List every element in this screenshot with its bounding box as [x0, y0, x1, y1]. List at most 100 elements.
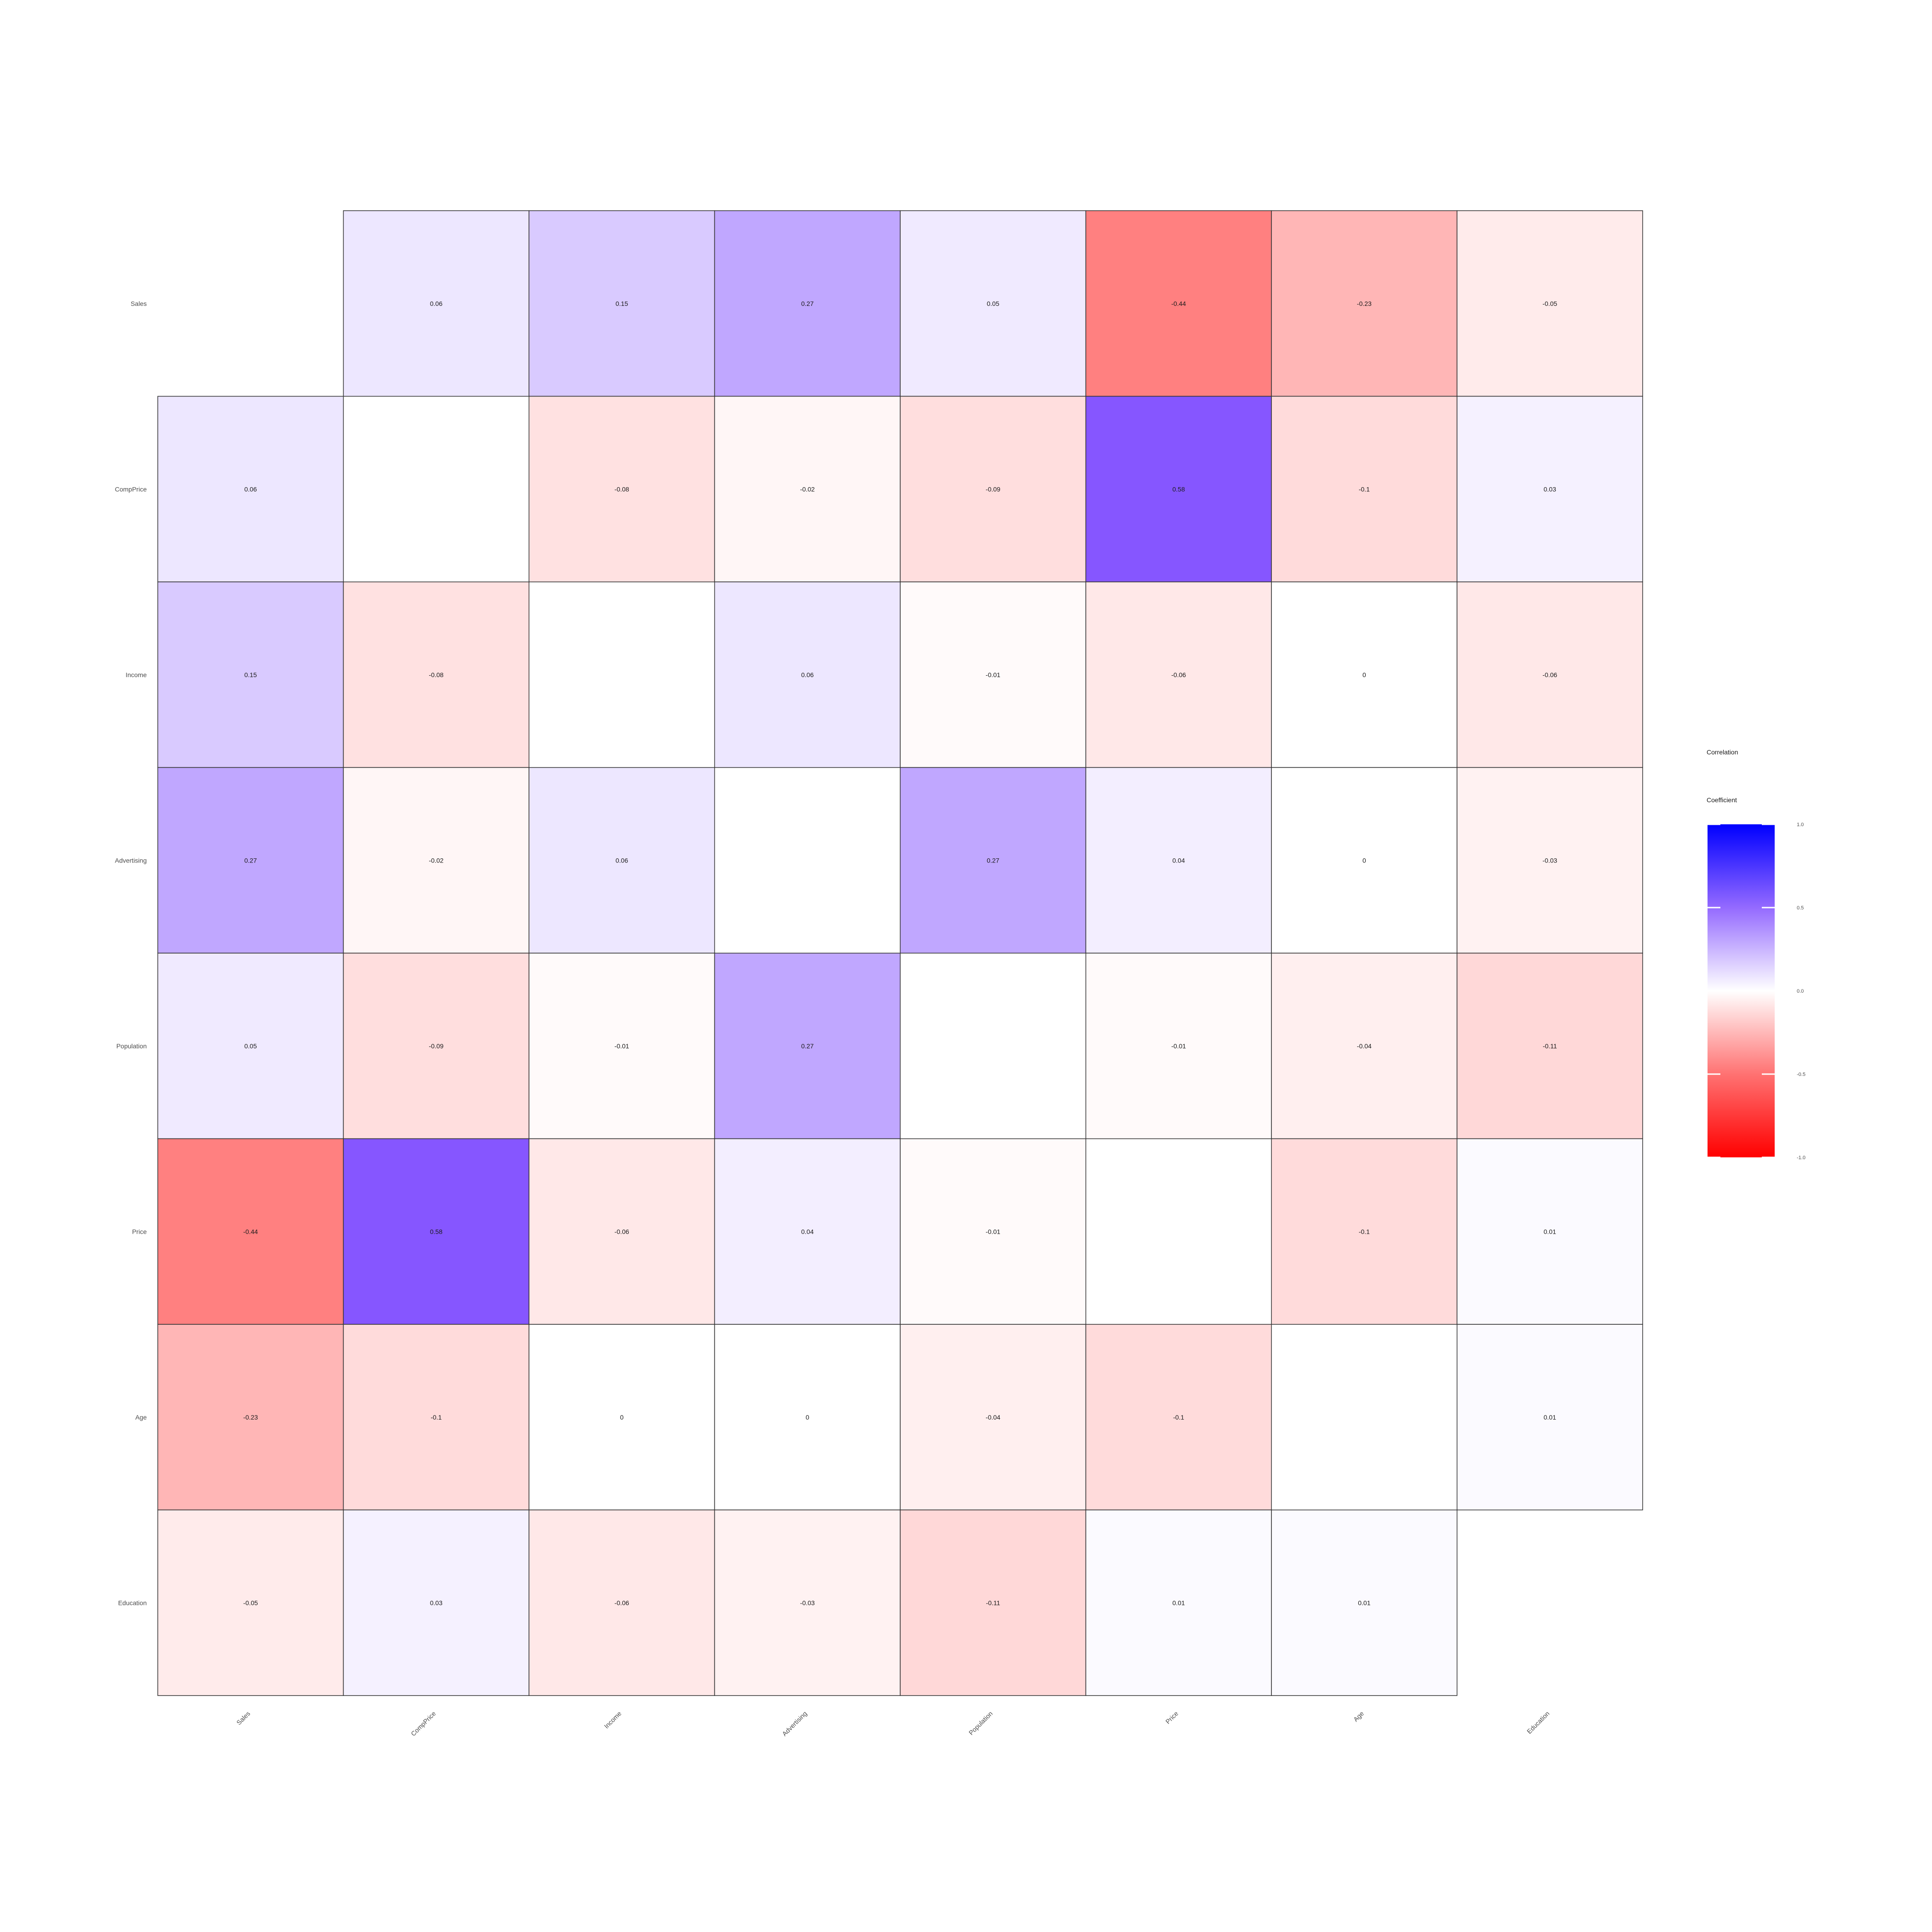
heatmap-cell [1456, 210, 1643, 397]
cell-value-label: 0.58 [430, 1228, 443, 1235]
cell-value-label: 0.06 [801, 671, 814, 678]
y-axis-label-income: Income [126, 671, 147, 678]
y-axis-label-population: Population [116, 1042, 147, 1050]
heatmap-cell [1271, 953, 1458, 1139]
legend-tick-label: -1.0 [1797, 1155, 1806, 1161]
cell-value-label: -0.01 [615, 1042, 629, 1050]
heatmap-cell [1271, 210, 1458, 397]
heatmap-cell [1085, 581, 1272, 768]
cell-value-label: 0.15 [244, 671, 257, 678]
heatmap-cell [1456, 767, 1643, 954]
cell-value-label: -0.03 [800, 1599, 815, 1606]
heatmap-cell [714, 1324, 901, 1511]
legend: Correlation Coefficient 1.0 0.5 0.0 -0.5 -1.… [1707, 748, 1806, 1161]
y-axis-label-price: Price [132, 1228, 147, 1235]
y-axis-label-education: Education [118, 1599, 147, 1606]
cell-value-label: -0.06 [1171, 671, 1186, 678]
cell-value-label: 0.01 [1358, 1599, 1370, 1606]
y-axis-label-sales: Sales [131, 300, 147, 307]
heatmap-cell [529, 1324, 715, 1511]
heatmap-cell [1271, 1509, 1458, 1696]
heatmap-cell [1085, 767, 1272, 954]
cell-value-label: 0.01 [1544, 1228, 1556, 1235]
y-axis-label-compprice: CompPrice [115, 485, 147, 493]
heatmap-cell [1271, 396, 1458, 582]
cell-value-label: -0.06 [1542, 671, 1557, 678]
heatmap-cell [343, 953, 529, 1139]
heatmap-cell [529, 953, 715, 1139]
heatmap-cells: 0.06 0.15 0.27 0.05 -0.44 -0.23 -0.05 0.06 -0.08… [157, 210, 1643, 1696]
heatmap-cell [343, 1324, 529, 1511]
cell-value-label: 0.03 [1544, 485, 1556, 493]
cell-value-label: 0.01 [1544, 1414, 1556, 1421]
heatmap-cell [1085, 210, 1272, 397]
cell-value-label: -0.02 [800, 485, 815, 493]
heatmap-cell [157, 767, 344, 954]
cell-value-label: -0.03 [1542, 857, 1557, 864]
cell-value-label: -0.11 [986, 1599, 1000, 1606]
cell-value-label: -0.1 [1173, 1414, 1184, 1421]
heatmap-cell [714, 581, 901, 768]
heatmap-cell [1456, 581, 1643, 768]
cell-value-label: -0.09 [429, 1042, 443, 1050]
heatmap-cell [343, 581, 529, 768]
heatmap-cell [343, 1138, 529, 1325]
x-axis-label-price: Price [1164, 1710, 1179, 1725]
heatmap-cell [900, 581, 1087, 768]
cell-value-label: -0.44 [1171, 300, 1186, 307]
heatmap-cell [1271, 1138, 1458, 1325]
heatmap-cell [1456, 953, 1643, 1139]
heatmap-cell [157, 1324, 344, 1511]
heatmap-cell [157, 581, 344, 768]
heatmap-cell [900, 1138, 1087, 1325]
legend-tick-label: 0.0 [1797, 989, 1804, 994]
cell-value-label: -0.08 [615, 485, 629, 493]
cell-value-label: -0.01 [986, 1228, 1000, 1235]
cell-value-label: -0.11 [1543, 1042, 1557, 1050]
cell-value-label: 0 [1363, 671, 1366, 678]
cell-value-label: -0.04 [1357, 1042, 1372, 1050]
cell-value-label: -0.06 [615, 1228, 629, 1235]
x-axis-labels: Sales CompPrice Income Advertising Populatio… [235, 1710, 1551, 1737]
cell-value-label: -0.05 [1542, 300, 1557, 307]
y-axis-label-advertising: Advertising [115, 857, 147, 864]
heatmap-cell [714, 1509, 901, 1696]
cell-value-label: -0.1 [431, 1414, 442, 1421]
cell-value-label: 0.27 [987, 857, 999, 864]
legend-title-line-2: Coefficient [1707, 796, 1737, 804]
heatmap-cell [343, 1509, 529, 1696]
cell-value-label: 0.58 [1173, 485, 1185, 493]
heatmap-cell [1456, 1138, 1643, 1325]
heatmap-cell [529, 767, 715, 954]
cell-value-label: -0.04 [986, 1414, 1000, 1421]
cell-value-label: 0 [1363, 857, 1366, 864]
cell-value-label: 0.01 [1173, 1599, 1185, 1606]
cell-value-label: -0.06 [615, 1599, 629, 1606]
cell-value-label: -0.44 [243, 1228, 258, 1235]
legend-tick-label: 0.5 [1797, 905, 1804, 911]
legend-ticks: 1.0 0.5 0.0 -0.5 -1.0 [1708, 822, 1806, 1161]
heatmap-cell [1085, 1324, 1272, 1511]
heatmap-cell [157, 396, 344, 582]
heatmap-cell [529, 396, 715, 582]
cell-value-label: 0 [805, 1414, 809, 1421]
heatmap-cell [714, 1138, 901, 1325]
x-axis-label-age: Age [1352, 1710, 1365, 1723]
cell-value-label: 0.06 [430, 300, 443, 307]
heatmap-cell [1271, 581, 1458, 768]
cell-value-label: -0.02 [429, 857, 443, 864]
y-axis-labels: Sales CompPrice Income Advertising Populatio… [115, 300, 147, 1607]
x-axis-label-population: Population [967, 1710, 994, 1736]
cell-value-label: 0.27 [244, 857, 257, 864]
cell-value-label: -0.08 [429, 671, 443, 678]
heatmap-cell [1456, 396, 1643, 582]
legend-title-line-1: Correlation [1707, 748, 1738, 756]
heatmap-cell [529, 1138, 715, 1325]
cell-value-label: 0.04 [1173, 857, 1185, 864]
legend-tick-label: 1.0 [1797, 822, 1804, 828]
cell-value-label: 0.03 [430, 1599, 443, 1606]
heatmap-cell [1271, 767, 1458, 954]
heatmap-cell [900, 1509, 1087, 1696]
x-axis-label-income: Income [603, 1710, 623, 1730]
